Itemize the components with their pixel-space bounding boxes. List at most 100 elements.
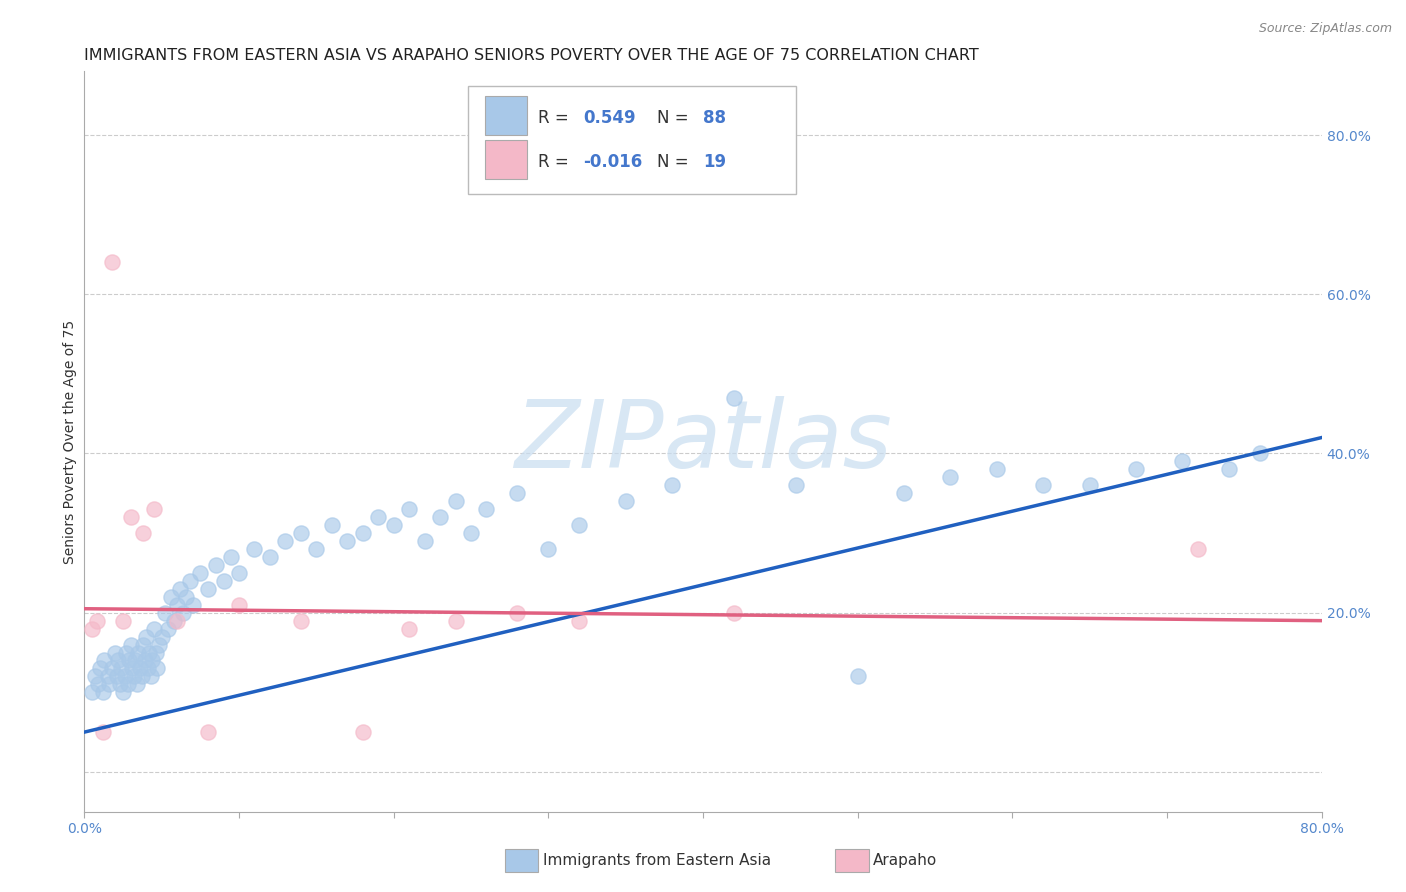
- Text: Arapaho: Arapaho: [873, 854, 938, 868]
- Point: [1249, 446, 1271, 460]
- Point: [1171, 454, 1194, 468]
- Text: 0.549: 0.549: [583, 109, 636, 127]
- Point: [82, 685, 104, 699]
- Point: [537, 541, 560, 556]
- Point: [120, 510, 142, 524]
- Point: [132, 526, 155, 541]
- Point: [352, 526, 374, 541]
- Point: [160, 590, 183, 604]
- Point: [108, 677, 131, 691]
- Point: [1187, 541, 1209, 556]
- Point: [84, 669, 107, 683]
- Point: [506, 486, 529, 500]
- Point: [105, 669, 128, 683]
- Point: [274, 534, 297, 549]
- Point: [104, 646, 127, 660]
- Point: [212, 574, 235, 588]
- Point: [89, 661, 111, 675]
- Point: [568, 518, 591, 533]
- Text: R =: R =: [538, 109, 575, 127]
- Point: [506, 606, 529, 620]
- Point: [321, 518, 343, 533]
- Point: [243, 541, 266, 556]
- Point: [305, 541, 328, 556]
- Text: N =: N =: [657, 109, 695, 127]
- Point: [413, 534, 436, 549]
- Point: [1218, 462, 1240, 476]
- Point: [118, 653, 141, 667]
- Point: [138, 646, 160, 660]
- Point: [352, 725, 374, 739]
- Point: [176, 590, 198, 604]
- Point: [143, 622, 166, 636]
- Point: [135, 630, 157, 644]
- Point: [188, 566, 211, 580]
- Point: [846, 669, 869, 683]
- FancyBboxPatch shape: [468, 87, 796, 194]
- Point: [86, 614, 108, 628]
- Point: [336, 534, 359, 549]
- Point: [150, 630, 173, 644]
- Point: [475, 502, 498, 516]
- Point: [115, 646, 138, 660]
- Point: [166, 614, 188, 628]
- Point: [139, 669, 162, 683]
- Text: -0.016: -0.016: [583, 153, 643, 171]
- Point: [91, 725, 114, 739]
- Point: [568, 614, 591, 628]
- Point: [93, 653, 115, 667]
- Point: [110, 661, 132, 675]
- Point: [101, 255, 124, 269]
- Point: [141, 653, 163, 667]
- Point: [382, 518, 405, 533]
- Text: Source: ZipAtlas.com: Source: ZipAtlas.com: [1258, 22, 1392, 36]
- Point: [723, 391, 745, 405]
- Point: [893, 486, 915, 500]
- Point: [939, 470, 962, 484]
- Point: [129, 661, 152, 675]
- Point: [112, 685, 135, 699]
- Point: [1125, 462, 1147, 476]
- Point: [986, 462, 1008, 476]
- Point: [107, 653, 129, 667]
- Y-axis label: Seniors Poverty Over the Age of 75: Seniors Poverty Over the Age of 75: [63, 319, 77, 564]
- Text: N =: N =: [657, 153, 695, 171]
- Text: 19: 19: [703, 153, 725, 171]
- Point: [290, 614, 312, 628]
- Point: [98, 677, 121, 691]
- Point: [228, 566, 250, 580]
- Point: [1078, 478, 1101, 492]
- Point: [143, 502, 166, 516]
- Point: [125, 677, 148, 691]
- Point: [82, 622, 104, 636]
- Point: [120, 638, 142, 652]
- Point: [148, 638, 170, 652]
- Point: [114, 669, 136, 683]
- FancyBboxPatch shape: [485, 96, 527, 135]
- Point: [259, 549, 281, 564]
- Point: [153, 606, 176, 620]
- Point: [1032, 478, 1054, 492]
- Point: [166, 598, 188, 612]
- Point: [127, 646, 149, 660]
- Point: [124, 653, 146, 667]
- Point: [429, 510, 451, 524]
- Point: [172, 606, 194, 620]
- Point: [117, 677, 139, 691]
- Point: [122, 669, 145, 683]
- Point: [146, 661, 169, 675]
- Text: IMMIGRANTS FROM EASTERN ASIA VS ARAPAHO SENIORS POVERTY OVER THE AGE OF 75 CORRE: IMMIGRANTS FROM EASTERN ASIA VS ARAPAHO …: [84, 48, 979, 63]
- Point: [131, 669, 153, 683]
- Point: [169, 582, 191, 596]
- Point: [398, 622, 420, 636]
- Point: [96, 669, 118, 683]
- Text: R =: R =: [538, 153, 575, 171]
- Point: [112, 614, 135, 628]
- Point: [163, 614, 186, 628]
- FancyBboxPatch shape: [485, 140, 527, 178]
- Point: [156, 622, 179, 636]
- Text: 88: 88: [703, 109, 725, 127]
- Point: [197, 725, 219, 739]
- Point: [136, 661, 159, 675]
- Point: [145, 646, 167, 660]
